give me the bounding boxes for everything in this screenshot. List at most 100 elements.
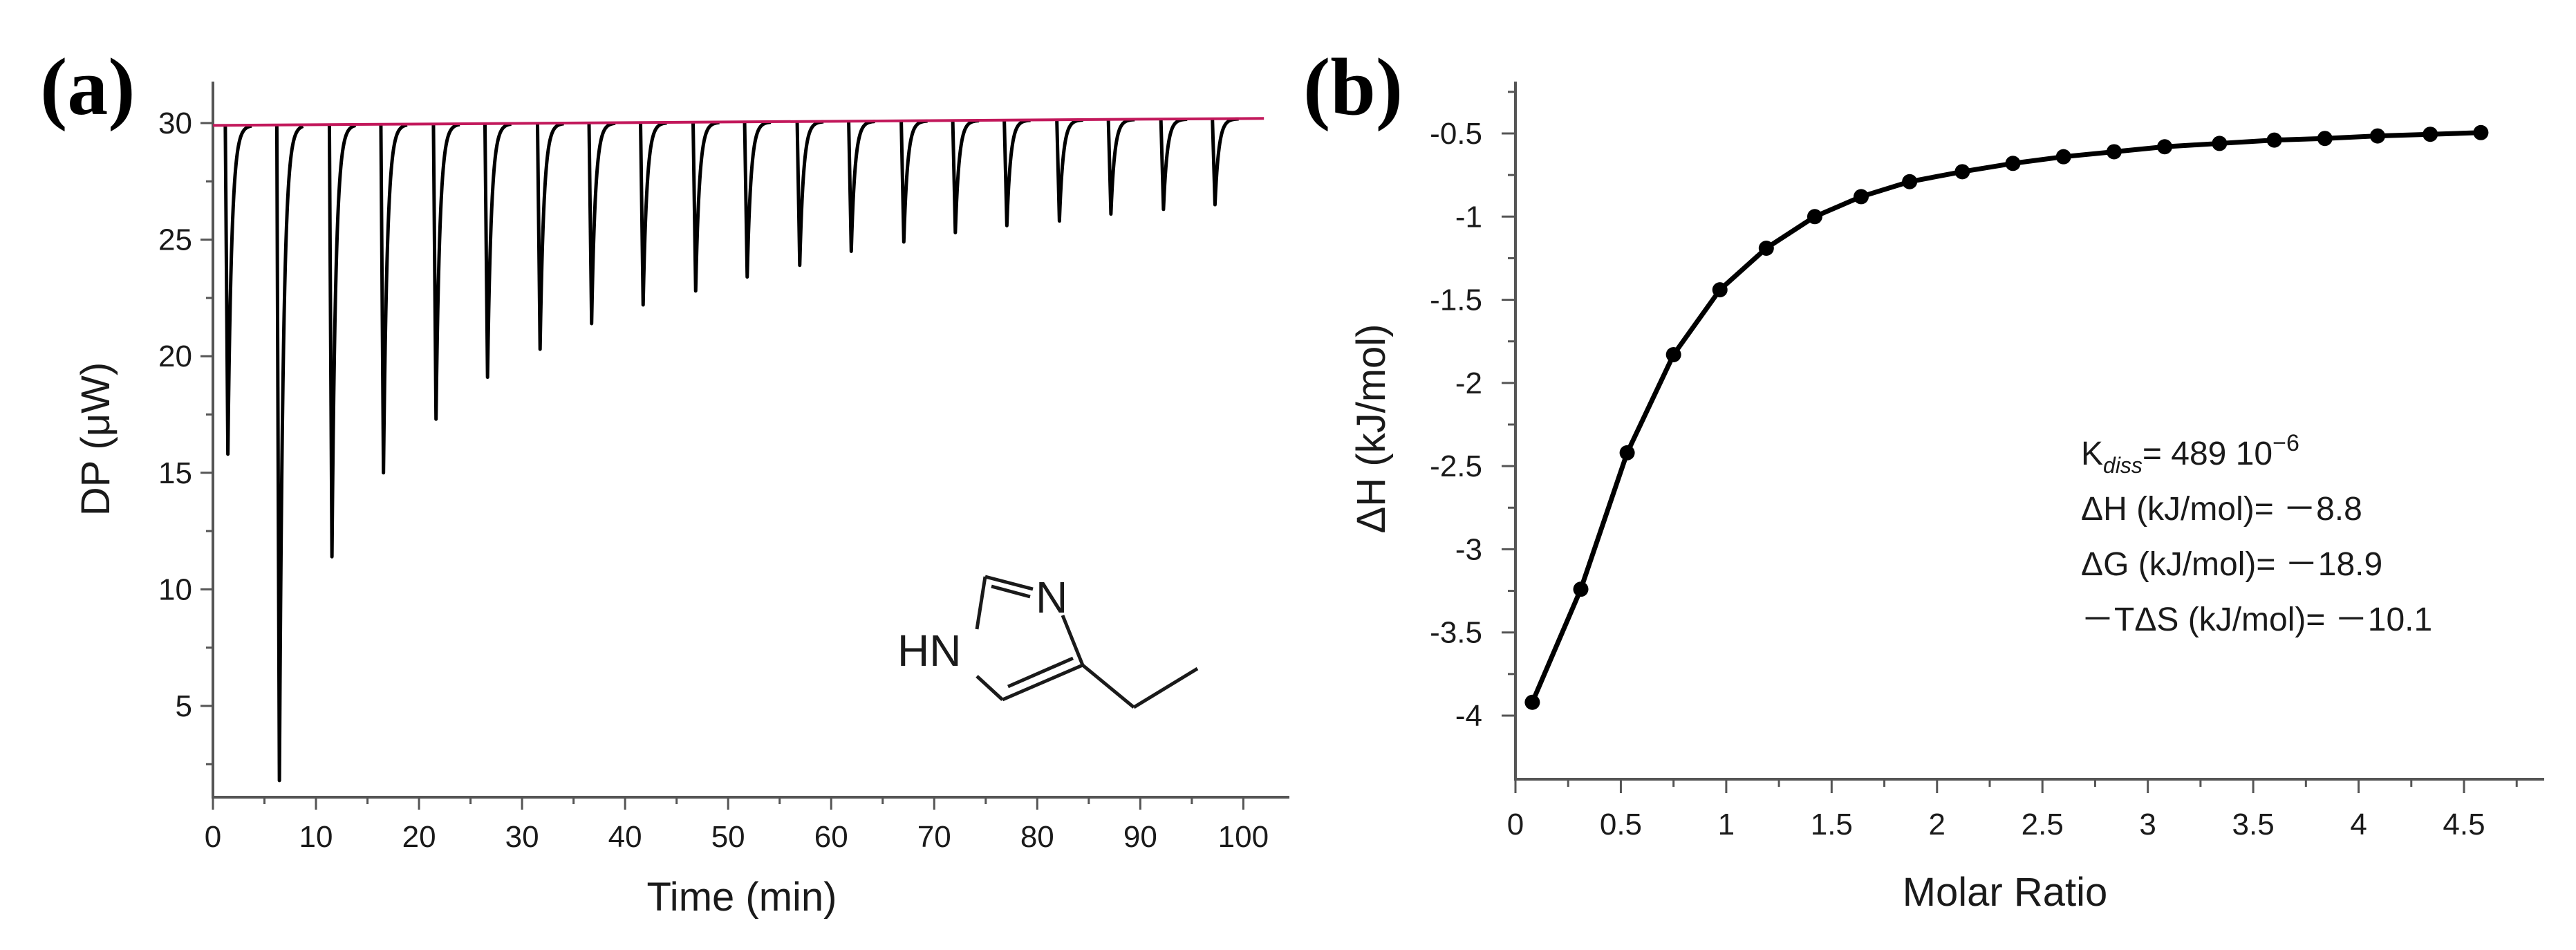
panel-b-x-tick-label-2: 1 — [1718, 808, 1735, 841]
panel-a: (a) 0 10 20 30 40 50 60 70 80 90 100 5 10 15 20 25 30 Ti… — [40, 41, 1289, 920]
data-point-15 — [2212, 136, 2228, 151]
tds-annotation: －TΔS (kJ/mol)= －10.1 — [2081, 602, 2432, 638]
bond-n1-c2 — [975, 576, 987, 630]
chem-label-n: N — [1036, 572, 1067, 622]
injection-peak-19 — [1159, 118, 1188, 212]
panel-a-y-tick-label-0: 5 — [176, 689, 192, 723]
data-point-18 — [2369, 128, 2385, 144]
kdiss-exp: −6 — [2272, 430, 2299, 456]
injection-peak-9 — [639, 121, 669, 307]
panel-b-x-tick-label-1: 0.5 — [1600, 808, 1642, 841]
injection-peak-7 — [535, 122, 566, 351]
data-point-17 — [2317, 131, 2333, 147]
bond-c4-c5 — [1002, 663, 1083, 702]
kdiss-value: = 489 10 — [2143, 436, 2272, 472]
panel-a-y-tick-label-2: 15 — [158, 456, 192, 490]
data-point-16 — [2266, 132, 2282, 148]
panel-a-x-tick-label-10: 100 — [1218, 820, 1269, 854]
bond-c2-n3 — [984, 575, 1034, 591]
data-point-19 — [2423, 127, 2438, 142]
panel-a-y-tick-label-4: 25 — [158, 223, 192, 257]
panel-b-y-tick-label-5: -3 — [1455, 532, 1482, 566]
panel-b-x-tick-label-8: 4 — [2350, 808, 2367, 841]
panel-b-points — [1524, 124, 2489, 710]
panel-b-x-tick-label-7: 3.5 — [2232, 808, 2275, 841]
bond-c2-n3-double — [991, 584, 1031, 599]
panel-a-x-tick-label-1: 10 — [299, 820, 333, 854]
panel-b-y-tick-label-1: -1 — [1455, 200, 1482, 234]
panel-a-baseline — [212, 117, 1264, 127]
data-point-1 — [1524, 694, 1540, 710]
injection-peak-17 — [1055, 118, 1085, 223]
injection-peak-10 — [691, 120, 721, 293]
kdiss-sub: diss — [2103, 453, 2143, 478]
thermo-annotations: Kdiss= 489 10−6 ΔH (kJ/mol)= －8.8 ΔG (kJ… — [2081, 430, 2432, 638]
injection-peak-1 — [223, 124, 253, 456]
ethylimidazole-structure — [975, 575, 1199, 709]
kdiss-annotation: Kdiss= 489 10−6 — [2081, 430, 2299, 478]
panel-b-x-tick-label-5: 2.5 — [2022, 808, 2064, 841]
bond-n3-c4 — [1061, 615, 1085, 666]
panel-b-ticks: 0 0.5 1 1.5 2 2.5 3 3.5 4 4.5 -0.5 -1 -1.5 -2 -2.5 -3 -3… — [1430, 91, 2518, 841]
panel-a-x-tick-label-2: 20 — [402, 820, 436, 854]
dg-annotation: ΔG (kJ/mol)= －18.9 — [2081, 546, 2382, 583]
data-point-4 — [1665, 346, 1681, 362]
panel-b-y-tick-label-6: -3.5 — [1430, 616, 1482, 650]
panel-a-x-tick-label-5: 50 — [711, 820, 745, 854]
bond-c4-ethyl — [1081, 664, 1135, 709]
panel-b-y-tick-label-2: -1.5 — [1430, 283, 1482, 317]
panel-a-x-tick-label-4: 40 — [608, 820, 642, 854]
panel-a-x-tick-label-9: 90 — [1123, 820, 1157, 854]
panel-b-x-title: Molar Ratio — [1903, 870, 2108, 915]
injection-peak-3 — [327, 124, 357, 559]
bond-c5-n1 — [976, 675, 1004, 701]
panel-b-y-tick-label-4: -2.5 — [1430, 449, 1482, 483]
panel-b-x-tick-label-4: 2 — [1929, 808, 1945, 841]
bond-ethyl — [1132, 667, 1199, 709]
injection-peak-20 — [1211, 117, 1240, 207]
data-point-8 — [1854, 189, 1869, 205]
panel-a-y-tick-label-5: 30 — [158, 106, 192, 140]
panel-a-ticks: 0 10 20 30 40 50 60 70 80 90 100 5 10 15 20 25 30 — [158, 106, 1269, 854]
panel-b-label: (b) — [1303, 41, 1403, 132]
panel-b-y-tick-label-3: -2 — [1455, 366, 1482, 400]
injection-peak-13 — [847, 120, 877, 253]
data-point-2 — [1573, 581, 1589, 597]
injection-peak-4 — [379, 123, 409, 475]
panel-a-x-tick-label-6: 60 — [814, 820, 848, 854]
data-point-11 — [2005, 156, 2021, 171]
injection-peak-14 — [899, 119, 929, 244]
panel-b-y-tick-label-0: -0.5 — [1430, 117, 1482, 151]
panel-a-y-title: DP (μW) — [73, 362, 118, 516]
injection-peak-15 — [951, 119, 980, 234]
data-point-20 — [2473, 124, 2489, 140]
data-point-5 — [1712, 282, 1728, 298]
panel-a-x-tick-label-0: 0 — [205, 820, 221, 854]
data-point-6 — [1758, 240, 1774, 256]
chem-label-hn: HN — [897, 626, 961, 676]
bond-c4-c5-double — [1007, 656, 1074, 689]
injection-peak-12 — [795, 120, 825, 268]
panel-b-x-tick-label-0: 0 — [1507, 808, 1524, 841]
data-point-13 — [2106, 144, 2122, 160]
injection-peak-5 — [431, 122, 461, 421]
injection-peak-16 — [1002, 118, 1032, 227]
panel-a-x-tick-label-8: 80 — [1020, 820, 1054, 854]
panel-a-y-tick-label-3: 20 — [158, 339, 192, 373]
dh-annotation: ΔH (kJ/mol)= －8.8 — [2081, 491, 2362, 528]
panel-b: (b) 0 0.5 1 1.5 2 2.5 3 3.5 4 4.5 -0.5 -1 -1.5 -2 -2.5… — [1303, 41, 2544, 915]
data-point-9 — [1902, 174, 1918, 189]
panel-a-label: (a) — [40, 41, 136, 132]
panel-b-x-tick-label-6: 3 — [2139, 808, 2156, 841]
data-point-3 — [1619, 445, 1635, 460]
panel-b-y-tick-label-7: -4 — [1455, 699, 1482, 733]
panel-a-x-tick-label-7: 70 — [917, 820, 951, 854]
injection-peak-2 — [274, 124, 305, 783]
injection-peak-8 — [587, 121, 617, 326]
data-point-12 — [2055, 149, 2071, 165]
kdiss-k: K — [2081, 436, 2103, 472]
data-point-14 — [2157, 139, 2173, 155]
panel-a-x-title: Time (min) — [647, 875, 837, 920]
injection-peak-11 — [743, 120, 772, 279]
